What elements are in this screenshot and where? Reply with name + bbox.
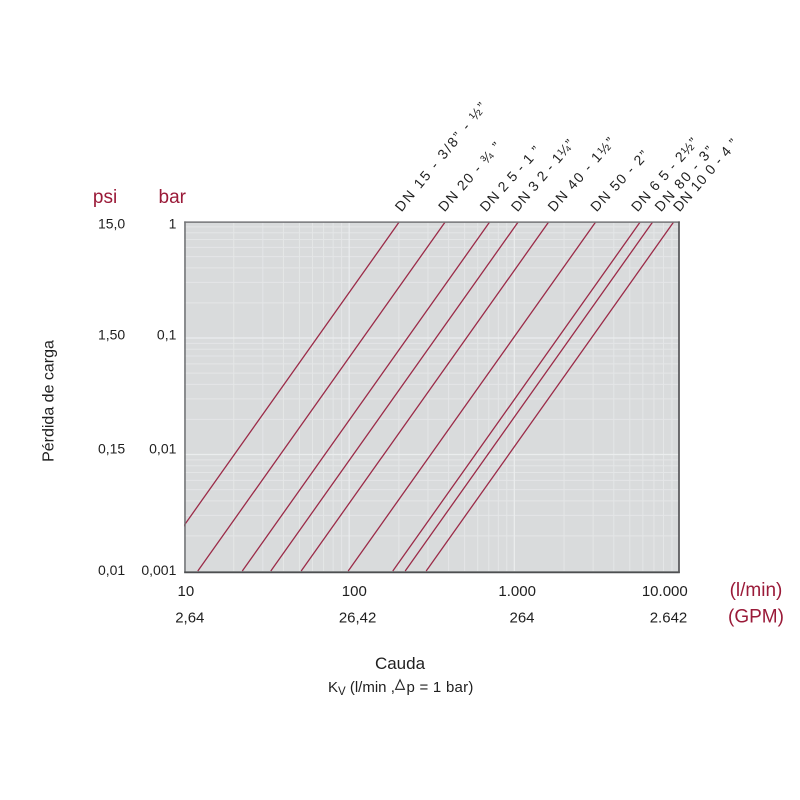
svg-text:psi: psi xyxy=(93,187,117,208)
svg-text:0,01: 0,01 xyxy=(98,562,125,578)
svg-text:10.000: 10.000 xyxy=(642,583,688,600)
svg-text:2.642: 2.642 xyxy=(650,609,688,626)
svg-text:26,42: 26,42 xyxy=(339,609,377,626)
svg-text:1.000: 1.000 xyxy=(498,583,536,600)
svg-text:bar: bar xyxy=(159,187,187,208)
svg-text:264: 264 xyxy=(509,609,534,626)
svg-text:Pérdida de carga: Pérdida de carga xyxy=(41,340,58,462)
svg-text:0,001: 0,001 xyxy=(141,562,176,578)
svg-text:1,50: 1,50 xyxy=(98,327,125,343)
svg-text:Cauda: Cauda xyxy=(375,654,426,673)
svg-text:(l/min): (l/min) xyxy=(730,580,783,601)
svg-text:15,0: 15,0 xyxy=(98,216,125,232)
svg-text:p = 1 bar): p = 1 bar) xyxy=(407,679,474,696)
svg-text:2,64: 2,64 xyxy=(175,609,204,626)
svg-text:1: 1 xyxy=(169,216,177,232)
svg-text:0,1: 0,1 xyxy=(157,327,177,343)
svg-text:(GPM): (GPM) xyxy=(728,606,784,627)
svg-text:10: 10 xyxy=(178,583,195,600)
svg-text:0,01: 0,01 xyxy=(149,441,176,457)
svg-text:0,15: 0,15 xyxy=(98,441,125,457)
svg-text:100: 100 xyxy=(342,583,367,600)
svg-text:KV (l/min ,: KV (l/min , xyxy=(328,679,395,698)
